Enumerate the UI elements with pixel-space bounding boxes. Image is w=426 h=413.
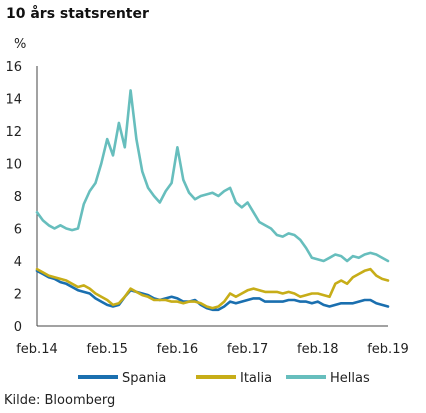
x-tick-label: feb.17 — [227, 342, 269, 357]
x-tick-label: feb.16 — [157, 342, 199, 357]
series-line-hellas — [35, 89, 390, 263]
y-tick-label: 8 — [14, 190, 22, 205]
y-tick-label: 4 — [14, 255, 22, 270]
y-tick-label: 14 — [5, 93, 22, 108]
legend-label-spania: Spania — [122, 371, 166, 386]
chart-title: 10 års statsrenter — [6, 5, 149, 22]
x-tick-labels: feb.14 feb.15 feb.16 feb.17 feb.18 feb.19 — [16, 342, 409, 357]
legend-label-hellas: Hellas — [330, 371, 370, 386]
source-note: Kilde: Bloomberg — [4, 393, 115, 408]
y-tick-label: 12 — [5, 125, 22, 140]
y-tick-label: 0 — [14, 320, 22, 335]
legend: Spania Italia Hellas — [78, 371, 370, 386]
y-axis-unit: % — [14, 37, 26, 52]
legend-label-italia: Italia — [240, 371, 272, 386]
y-tick-label: 2 — [14, 288, 22, 303]
series-line-italia — [35, 267, 390, 310]
y-tick-label: 6 — [14, 223, 22, 238]
y-tick-labels: 0 2 4 6 8 10 12 14 16 — [5, 60, 22, 335]
y-tick-label: 10 — [5, 158, 22, 173]
series-lines — [35, 89, 390, 312]
y-tick-label: 16 — [5, 60, 22, 75]
x-tick-label: feb.18 — [297, 342, 339, 357]
series-line-spania — [35, 269, 390, 312]
x-tick-label: feb.15 — [86, 342, 128, 357]
x-tick-label: feb.19 — [367, 342, 409, 357]
x-tick-label: feb.14 — [16, 342, 58, 357]
